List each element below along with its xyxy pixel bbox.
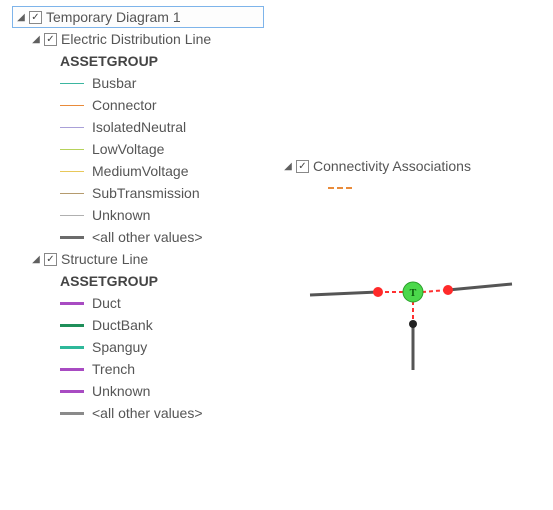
legend-label: LowVoltage [92, 141, 164, 157]
expander-icon[interactable]: ◢ [30, 33, 42, 45]
right-layer-row[interactable]: ◢✓ Connectivity Associations [280, 155, 545, 177]
legend-item[interactable]: Spanguy [12, 336, 264, 358]
legend-item[interactable]: IsolatedNeutral [12, 116, 264, 138]
legend-label: IsolatedNeutral [92, 119, 186, 135]
group-heading: ASSETGROUP [12, 50, 264, 72]
checkbox[interactable]: ✓ [44, 253, 57, 266]
layer-label: Structure Line [61, 251, 148, 267]
checkbox[interactable]: ✓ [44, 33, 57, 46]
legend-swatch [60, 127, 84, 128]
legend-label: Busbar [92, 75, 136, 91]
legend-swatch [60, 346, 84, 349]
legend-swatch [60, 390, 84, 393]
legend-item[interactable]: LowVoltage [12, 138, 264, 160]
root-label: Temporary Diagram 1 [46, 9, 181, 25]
legend-item[interactable]: SubTransmission [12, 182, 264, 204]
legend-swatch [60, 83, 84, 84]
legend-item[interactable]: DuctBank [12, 314, 264, 336]
legend-label: Unknown [92, 207, 150, 223]
legend-item[interactable]: MediumVoltage [12, 160, 264, 182]
tree-root[interactable]: ◢✓ Temporary Diagram 1 [12, 6, 264, 28]
legend-label: DuctBank [92, 317, 153, 333]
legend-swatch [60, 412, 84, 415]
legend-label: Duct [92, 295, 121, 311]
layer-row[interactable]: ◢✓ Electric Distribution Line [12, 28, 264, 50]
checkbox[interactable]: ✓ [29, 11, 42, 24]
legend-swatch [60, 302, 84, 305]
legend-item[interactable]: Unknown [12, 380, 264, 402]
legend-swatch [60, 171, 84, 172]
legend-item[interactable]: <all other values> [12, 402, 264, 424]
legend-label: MediumVoltage [92, 163, 189, 179]
expander-icon[interactable]: ◢ [15, 11, 27, 23]
legend-item[interactable]: Trench [12, 358, 264, 380]
legend-swatch [60, 324, 84, 327]
legend-label: <all other values> [92, 405, 203, 421]
legend-label: Trench [92, 361, 135, 377]
right-layer-label: Connectivity Associations [313, 158, 471, 174]
legend-swatch [60, 105, 84, 106]
legend-swatch [60, 368, 84, 371]
connectivity-diagram: T [300, 260, 520, 380]
expander-icon[interactable]: ◢ [282, 160, 294, 172]
legend-label: Spanguy [92, 339, 147, 355]
layer-label: Electric Distribution Line [61, 31, 211, 47]
layer-row[interactable]: ◢✓ Structure Line [12, 248, 264, 270]
legend-item [280, 177, 545, 199]
legend-swatch [60, 193, 84, 194]
legend-item[interactable]: Duct [12, 292, 264, 314]
legend-swatch [328, 187, 352, 189]
legend-label: Connector [92, 97, 157, 113]
expander-icon[interactable]: ◢ [30, 253, 42, 265]
checkbox[interactable]: ✓ [296, 160, 309, 173]
legend-label: Unknown [92, 383, 150, 399]
legend-label: <all other values> [92, 229, 203, 245]
legend-item[interactable]: Busbar [12, 72, 264, 94]
legend-label: SubTransmission [92, 185, 200, 201]
svg-text:T: T [410, 288, 417, 299]
legend-item[interactable]: <all other values> [12, 226, 264, 248]
legend-swatch [60, 149, 84, 150]
legend-swatch [60, 236, 84, 239]
legend-item[interactable]: Connector [12, 94, 264, 116]
group-heading: ASSETGROUP [12, 270, 264, 292]
legend-swatch [60, 215, 84, 216]
legend-item[interactable]: Unknown [12, 204, 264, 226]
